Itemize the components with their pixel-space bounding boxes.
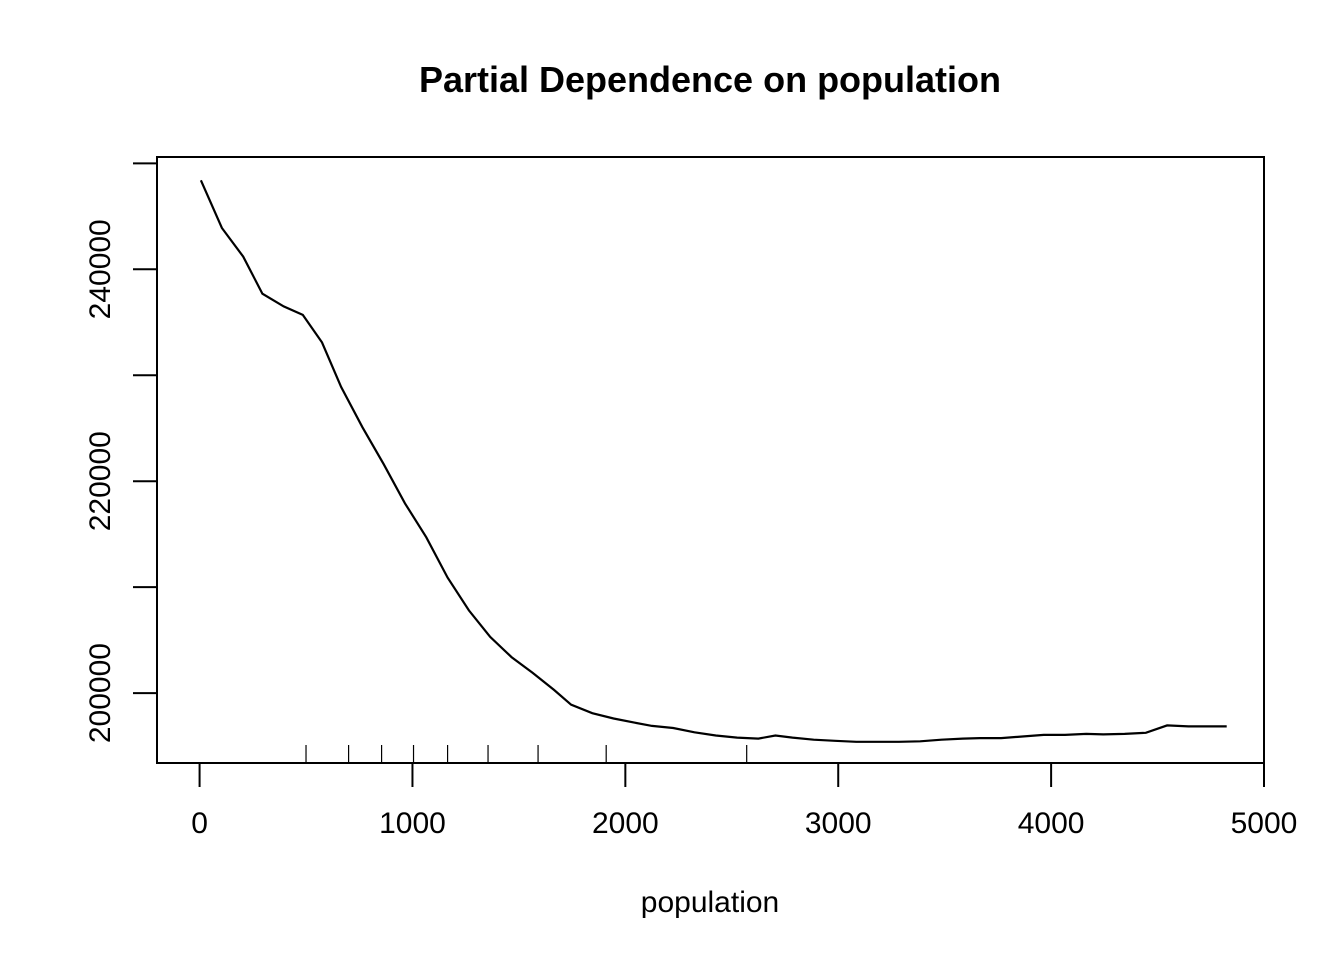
x-tick-label: 5000 [1231,807,1298,840]
x-tick-label: 1000 [379,807,446,840]
x-tick-label: 2000 [592,807,659,840]
y-tick-label: 220000 [84,431,117,531]
y-tick-label: 200000 [84,643,117,743]
x-axis: 0 1000 2000 3000 4000 5000 [191,762,1298,840]
series-line [199,179,1227,743]
x-tick-label: 0 [191,807,208,840]
plot-frame [156,156,1265,764]
y-axis: 200000 220000 240000 [84,162,158,743]
chart-title: Partial Dependence on population [419,59,1001,100]
x-tick-label: 3000 [805,807,872,840]
y-tick-label: 240000 [84,219,117,319]
x-axis-label: population [641,886,779,919]
x-tick-label: 4000 [1018,807,1085,840]
rug-marks [305,745,748,763]
